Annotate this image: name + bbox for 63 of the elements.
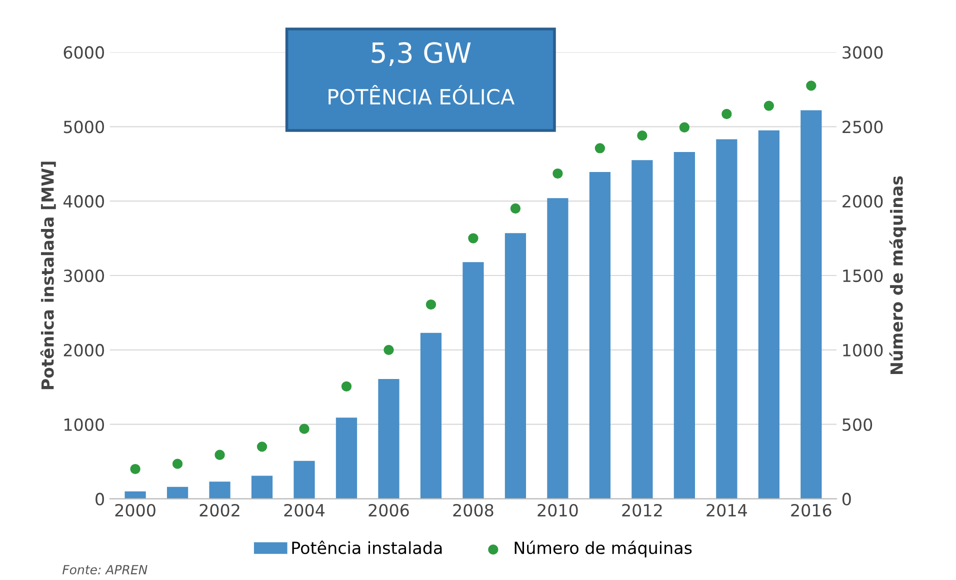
bar <box>462 262 484 499</box>
y-tick-label: 5000 <box>64 120 104 134</box>
source-note: Fonte: APREN <box>62 565 148 574</box>
y2-tick-label: 500 <box>842 418 872 431</box>
y2-tick-label: 2500 <box>842 120 883 134</box>
bar <box>674 152 695 499</box>
x-tick-label: 2010 <box>538 504 578 517</box>
point <box>552 168 563 179</box>
x-tick-label: 2002 <box>200 504 240 517</box>
y-tick-label: 2000 <box>64 344 104 356</box>
legend-label: Número de máquinas <box>514 540 692 558</box>
point <box>130 464 140 474</box>
legend-label: Potência instalada <box>292 540 442 554</box>
y-tick-label: 6000 <box>64 46 104 59</box>
point <box>594 143 606 154</box>
point <box>806 80 816 91</box>
x-tick-label: 2014 <box>706 504 747 517</box>
x-tick-label: 2008 <box>453 504 494 517</box>
x-tick-label: 2006 <box>368 504 409 517</box>
y-tick-label: 4000 <box>63 195 104 208</box>
y2-tick-label: 3000 <box>842 46 883 59</box>
bar <box>716 139 738 499</box>
point <box>341 381 352 392</box>
bar <box>251 476 273 499</box>
y-tick-label: 0 <box>96 492 104 506</box>
bar <box>632 160 653 499</box>
point <box>722 108 732 120</box>
point <box>468 233 478 244</box>
y2-tick-label: 1500 <box>843 269 883 282</box>
point <box>637 130 648 141</box>
bar <box>166 486 188 499</box>
bar <box>336 418 358 499</box>
bar <box>378 378 400 499</box>
bar <box>209 482 230 499</box>
y-tick-label: 3000 <box>64 269 104 282</box>
point <box>679 122 690 132</box>
y2-tick-label: 2000 <box>842 195 883 208</box>
y-axis-title: Potênica instalada [MW] <box>40 162 56 390</box>
point <box>384 344 394 356</box>
y2-axis-title: Número de máquinas <box>889 176 906 374</box>
y-tick-label: 1000 <box>64 418 104 431</box>
x-tick-label: 2012 <box>622 504 662 517</box>
bar <box>758 130 780 499</box>
y2-tick-label: 0 <box>842 492 851 506</box>
bar <box>504 233 526 499</box>
point <box>764 100 774 111</box>
point <box>214 450 225 460</box>
bar <box>800 110 822 499</box>
point <box>172 458 183 469</box>
point <box>299 424 310 434</box>
y2-tick-label: 1000 <box>843 344 883 356</box>
x-tick-label: 2000 <box>115 504 156 517</box>
point <box>426 299 436 310</box>
x-tick-label: 2004 <box>284 504 325 517</box>
chart-title: 5,3 GW <box>372 42 471 66</box>
point <box>256 442 268 452</box>
text: POTÊNCIA EÓLICA <box>328 85 515 105</box>
point <box>510 203 521 214</box>
bar <box>589 172 611 499</box>
bar <box>420 332 442 499</box>
bar <box>294 460 315 499</box>
x-tick-label: 2016 <box>791 504 832 517</box>
bar <box>547 198 568 499</box>
